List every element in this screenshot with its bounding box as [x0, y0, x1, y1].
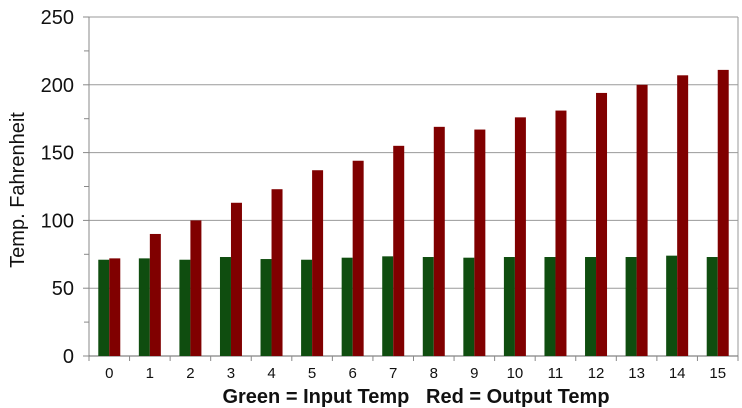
x-tick-label: 3 — [227, 365, 235, 382]
y-tick-label: 100 — [41, 210, 74, 232]
bar-input-temp — [138, 258, 150, 356]
bar-output-temp — [312, 170, 324, 356]
bar-input-temp — [301, 259, 313, 356]
bars — [98, 69, 729, 357]
bar-input-temp — [179, 259, 191, 356]
bar-input-temp — [341, 257, 353, 356]
x-tick-label: 13 — [628, 365, 645, 382]
bar-output-temp — [271, 189, 283, 356]
bar-output-temp — [352, 160, 364, 356]
bar-output-temp — [393, 145, 405, 356]
bar-input-temp — [219, 257, 231, 356]
bar-input-temp — [666, 255, 678, 356]
bar-input-temp — [260, 259, 272, 356]
x-tick-label: 0 — [105, 365, 113, 382]
bar-output-temp — [149, 233, 161, 356]
bar-output-temp — [717, 69, 729, 356]
y-axis-ticks: 0 50 100 150 200 250 — [41, 7, 89, 368]
bar-input-temp — [585, 257, 597, 356]
bar-output-temp — [190, 220, 202, 356]
x-tick-label: 4 — [267, 365, 275, 382]
y-tick-label: 0 — [63, 346, 74, 368]
x-tick-label: 14 — [669, 365, 686, 382]
x-tick-label: 7 — [389, 365, 397, 382]
x-tick-label: 1 — [146, 365, 154, 382]
bar-output-temp — [636, 84, 648, 357]
bar-output-temp — [677, 75, 689, 357]
bar-output-temp — [555, 110, 567, 357]
y-tick-label: 150 — [41, 143, 74, 165]
x-tick-label: 9 — [470, 365, 478, 382]
bar-input-temp — [503, 257, 515, 356]
bar-output-temp — [514, 117, 526, 357]
bar-input-temp — [706, 257, 718, 356]
bar-output-temp — [109, 258, 121, 356]
x-tick-label: 11 — [548, 365, 564, 382]
bar-input-temp — [382, 256, 394, 356]
bar-output-temp — [230, 202, 242, 356]
x-axis-ticks: 0 1 2 3 4 5 6 7 8 9 10 11 12 13 14 15 — [88, 356, 739, 382]
x-axis-label: Green = Input Temp Red = Output Temp — [222, 386, 609, 408]
x-tick-label: 5 — [308, 365, 316, 382]
bar-input-temp — [463, 257, 475, 356]
y-axis-label: Temp. Fahrenheit — [7, 112, 29, 268]
y-tick-label: 200 — [41, 75, 74, 97]
bar-input-temp — [625, 257, 637, 356]
bar-output-temp — [596, 92, 608, 356]
bar-input-temp — [544, 257, 556, 356]
bar-input-temp — [98, 259, 110, 356]
y-tick-label: 50 — [52, 278, 74, 300]
x-tick-label: 12 — [588, 365, 605, 382]
x-tick-label: 10 — [507, 365, 524, 382]
bar-input-temp — [422, 257, 434, 356]
x-tick-label: 2 — [186, 365, 194, 382]
bar-output-temp — [474, 129, 486, 356]
bar-output-temp — [433, 126, 445, 356]
y-tick-label: 250 — [41, 7, 74, 29]
x-tick-label: 8 — [430, 365, 438, 382]
x-tick-label: 15 — [709, 365, 726, 382]
x-tick-label: 6 — [348, 365, 356, 382]
